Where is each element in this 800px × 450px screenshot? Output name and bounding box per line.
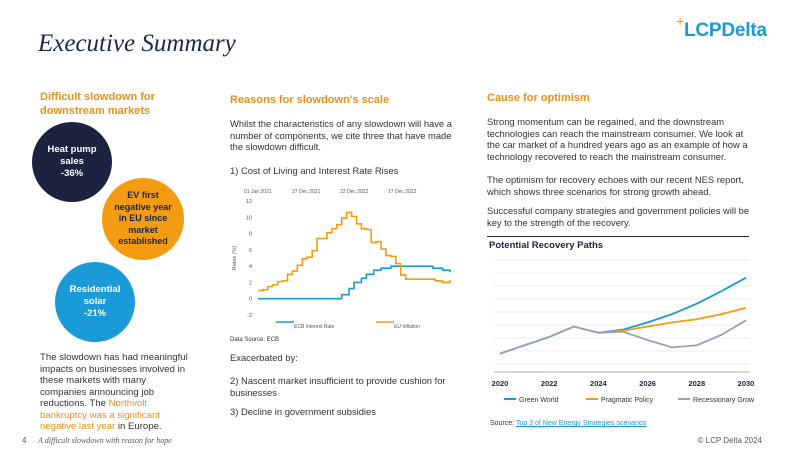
chart1-top-label: 01 Jan 2021 [244,189,272,195]
chart1-legend-label: EU Inflation [394,324,420,330]
solar-value: -21% [83,308,107,319]
chart2-legend-label: Recessionary Growth [693,397,754,404]
recovery-paths-chart: 2020 2022 2024 2026 2028 2030 Green World Pragm… [484,252,760,412]
northvolt-highlight: Northvolt bankruptcy was a significant n… [40,398,160,432]
chart1-source: Data Source: ECB [230,337,280,343]
chart2-title: Potential Recovery Paths [489,240,604,251]
solar-circle: Residential solar -21% [55,262,135,342]
chart1-top-label: 17 Dec 2023 [388,189,417,195]
chart1-series-line [258,211,451,292]
footer-copyright: © LCP Delta 2024 [697,436,762,445]
chart2-x-tick: 2028 [688,379,705,388]
left-body: The slowdown has had meaningful impacts … [40,352,190,433]
chart1-legend-label: ECB Interest Rate [294,324,335,330]
chart2-x-tick: 2030 [738,379,754,388]
solar-label: Residential solar [69,284,121,307]
chart2-series-line [499,276,747,355]
page-title: Executive Summary [38,30,236,57]
page-number: 4 [22,436,27,445]
right-para-2: The optimism for recovery echoes with ou… [487,174,744,197]
heat-pump-value: -36% [60,168,84,179]
plus-icon: + [676,13,685,29]
chart1-y-tick: 6 [249,248,252,254]
chart1-y-tick: -2 [247,313,252,319]
right-para-1: Strong momentum can be regained, and the… [487,116,748,162]
chart2-x-tick: 2020 [492,379,509,388]
left-heading: Difficult slowdown for downstream market… [40,91,155,117]
chart1-y-tick: 4 [249,264,252,270]
chart2-legend-label: Pragmatic Policy [601,397,654,404]
chart2-x-tick: 2026 [639,379,656,388]
middle-heading: Reasons for slowdown's scale [230,94,390,106]
chart1-y-tick: 8 [249,232,252,238]
chart1-svg: 01 Jan 2021 27 Dec 2021 22 Dec 2022 17 Dec … [232,189,451,330]
reason-1: 1) Cost of Living and Interest Rate Rise… [230,165,399,176]
reason-3: 3) Decline in government subsidies [230,406,376,417]
chart1-y-tick: 0 [249,297,252,303]
reason-2: 2) Nascent market insufficient to provid… [230,375,446,398]
chart1-y-tick: 10 [246,215,252,221]
heat-pump-circle: Heat pump sales -36% [32,122,112,202]
chart2-series-line [499,319,747,355]
source-line: Source: Top 3 of New Energy Strategies s… [490,418,646,430]
chart1-top-label: 22 Dec 2022 [340,189,369,195]
chart2-x-tick: 2022 [541,379,558,388]
interest-inflation-chart: 01 Jan 2021 27 Dec 2021 22 Dec 2022 17 Dec … [228,183,460,338]
source-prefix: Source: [490,420,516,427]
logo-text: LCPDelta [684,20,767,41]
ev-label: EV first negative year in EU since marke… [114,190,172,247]
heat-pump-label: Heat pump sales [47,144,97,167]
right-para-3: Successful company strategies and govern… [487,205,750,228]
chart1-top-label: 27 Dec 2021 [292,189,321,195]
chart2-svg: 2020 2022 2024 2026 2028 2030 Green World Pragm… [492,259,760,404]
chart1-y-axis-label: Rates (%) [232,246,238,271]
lcp-delta-logo: + LCPDelta [676,14,776,44]
left-body-prefix: The slowdown has had meaningful impacts … [40,352,188,409]
footer-note: A difficult slowdown with reason for hop… [38,436,172,445]
exacerbated-label: Exacerbated by: [230,352,298,363]
middle-intro: Whilst the characteristics of any slowdo… [230,118,452,152]
chart2-legend-label: Green World [519,397,559,404]
source-link[interactable]: Top 3 of New Energy Strategies scenarios [515,420,647,427]
chart2-series-line [598,306,747,334]
ev-circle: EV first negative year in EU since marke… [102,178,184,260]
chart1-y-tick: 2 [249,280,252,286]
left-body-suffix: in Europe. [115,421,162,432]
chart2-divider [487,236,749,237]
chart1-y-tick: 12 [246,199,252,205]
chart2-x-tick: 2024 [590,379,608,388]
right-heading: Cause for optimism [487,92,590,104]
